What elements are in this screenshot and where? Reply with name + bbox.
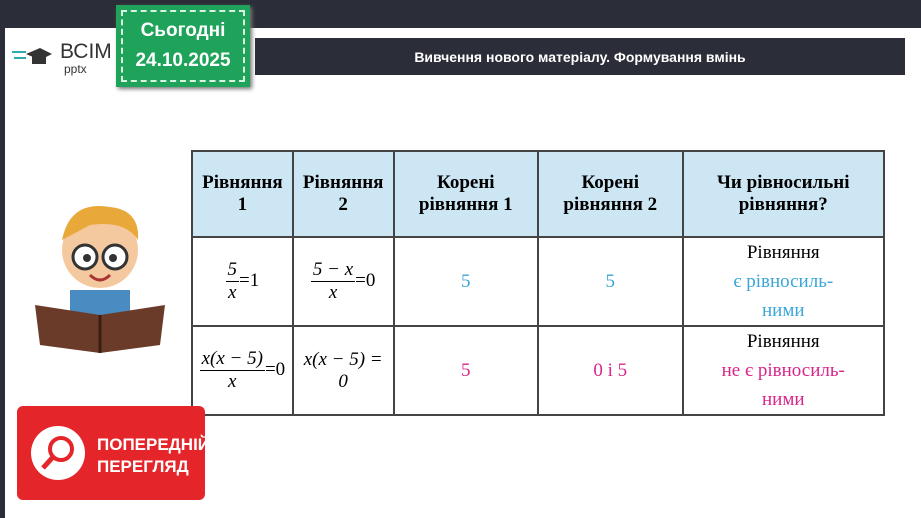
- answer-line: є рівносиль-: [733, 271, 834, 292]
- rhs: =0: [355, 269, 376, 291]
- date-badge: Сьогодні 24.10.2025: [116, 5, 250, 87]
- answer-line: Рівняння: [746, 242, 820, 263]
- numerator: 5 − x: [310, 259, 356, 282]
- numerator: x(x − 5): [199, 348, 265, 371]
- table-row: 5 x =1 5 − x x =0 5 5 Рівняння є рівносиль-ни…: [191, 236, 885, 327]
- answer-line: не є рівносиль-: [721, 360, 845, 381]
- logo: ВСІМ pptx: [12, 40, 112, 76]
- equation-1-cell: 5 x =1: [191, 236, 294, 327]
- preview-line2: ПЕРЕГЛЯД: [97, 457, 189, 476]
- answer-cell: Рівняння не є рівносиль-ними: [681, 325, 885, 416]
- logo-subtext: pptx: [64, 62, 87, 76]
- equation-2-cell: x(x − 5) = 0: [291, 325, 395, 416]
- preview-line1: ПОПЕРЕДНІЙ: [97, 435, 211, 454]
- rhs: =1: [239, 269, 260, 291]
- roots-1-cell: 5: [392, 236, 540, 327]
- roots-2-cell: 0 і 5: [537, 325, 684, 416]
- answer-cell: Рівняння є рівносиль-ними: [681, 236, 885, 327]
- logo-text: ВСІМ: [60, 40, 112, 63]
- denominator: x: [228, 282, 237, 303]
- denominator: x: [228, 371, 237, 392]
- equations-table: Рівняння 1 Рівняння 2 Корені рівняння 1 …: [191, 150, 885, 416]
- preview-button[interactable]: ПОПЕРЕДНІЙ ПЕРЕГЛЯД: [17, 406, 210, 500]
- roots-1-cell: 5: [392, 325, 540, 416]
- rhs: =0: [264, 358, 286, 380]
- table-header-row: Рівняння 1 Рівняння 2 Корені рівняння 1 …: [191, 150, 885, 238]
- header-cell: Рівняння 1: [191, 150, 294, 238]
- search-icon: [31, 426, 85, 480]
- answer-line: ними: [761, 389, 805, 410]
- table-row: x(x − 5) x =0 x(x − 5) = 0 5 0 і 5 Рівнянн…: [191, 325, 885, 416]
- denominator: x: [328, 282, 338, 303]
- header-cell: Корені рівняння 2: [537, 150, 684, 238]
- slide-title: Вивчення нового матеріалу. Формування вм…: [255, 38, 905, 75]
- answer-line: Рівняння: [746, 331, 820, 352]
- boy-reading-illustration: [35, 205, 165, 353]
- roots-2-cell: 5: [537, 236, 684, 327]
- answer-line: ними: [761, 300, 805, 321]
- equation-2-cell: 5 − x x =0: [291, 236, 395, 327]
- numerator: 5: [225, 259, 240, 282]
- header-cell: Чи рівносильні рівняння?: [681, 150, 885, 238]
- equation-1-cell: x(x − 5) x =0: [191, 325, 294, 416]
- header-cell: Корені рівняння 1: [392, 150, 540, 238]
- graduation-cap-icon: [12, 48, 52, 64]
- today-label: Сьогодні: [140, 20, 226, 41]
- date-label: 24.10.2025: [135, 50, 231, 71]
- header-cell: Рівняння 2: [291, 150, 395, 238]
